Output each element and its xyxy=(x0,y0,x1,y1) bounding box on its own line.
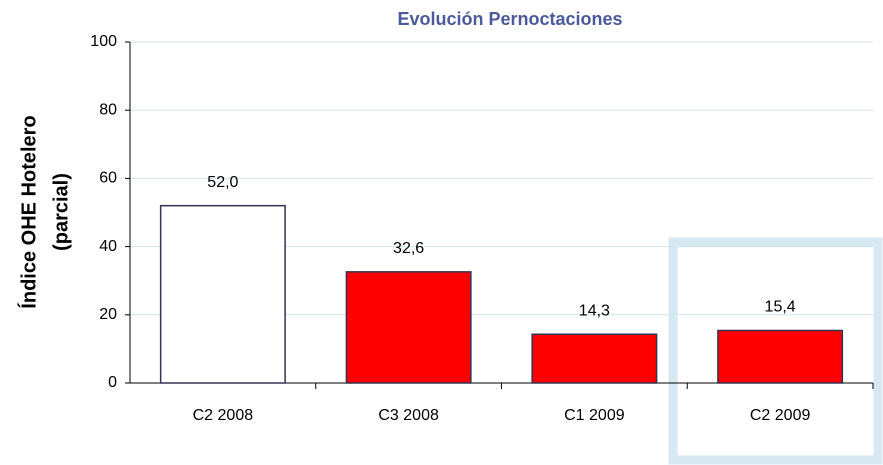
value-label: 52,0 xyxy=(207,174,238,191)
value-label: 14,3 xyxy=(579,302,610,319)
bar xyxy=(531,333,658,384)
x-tick-label: C2 2009 xyxy=(750,407,811,424)
chart-title: Evolución Pernoctaciones xyxy=(397,9,622,29)
x-tick-label: C1 2009 xyxy=(564,407,625,424)
y-tick-label: 0 xyxy=(108,374,117,391)
y-tick-label: 20 xyxy=(99,306,117,323)
y-tick-label: 60 xyxy=(99,170,117,187)
y-axis-label: Índice OHE Hotelero xyxy=(17,115,40,308)
x-tick-label: C2 2008 xyxy=(193,407,254,424)
highlight-box xyxy=(668,237,883,465)
bar xyxy=(159,204,286,384)
value-label: 32,6 xyxy=(393,240,424,257)
y-tick-label: 80 xyxy=(99,101,117,118)
x-tick-label: C3 2008 xyxy=(378,407,439,424)
y-tick-label: 40 xyxy=(99,238,117,255)
bar xyxy=(717,329,844,384)
y-tick-label: 100 xyxy=(90,33,117,50)
value-label: 15,4 xyxy=(765,299,796,316)
bar xyxy=(345,271,472,384)
y-axis-label: (parcial) xyxy=(50,173,72,251)
